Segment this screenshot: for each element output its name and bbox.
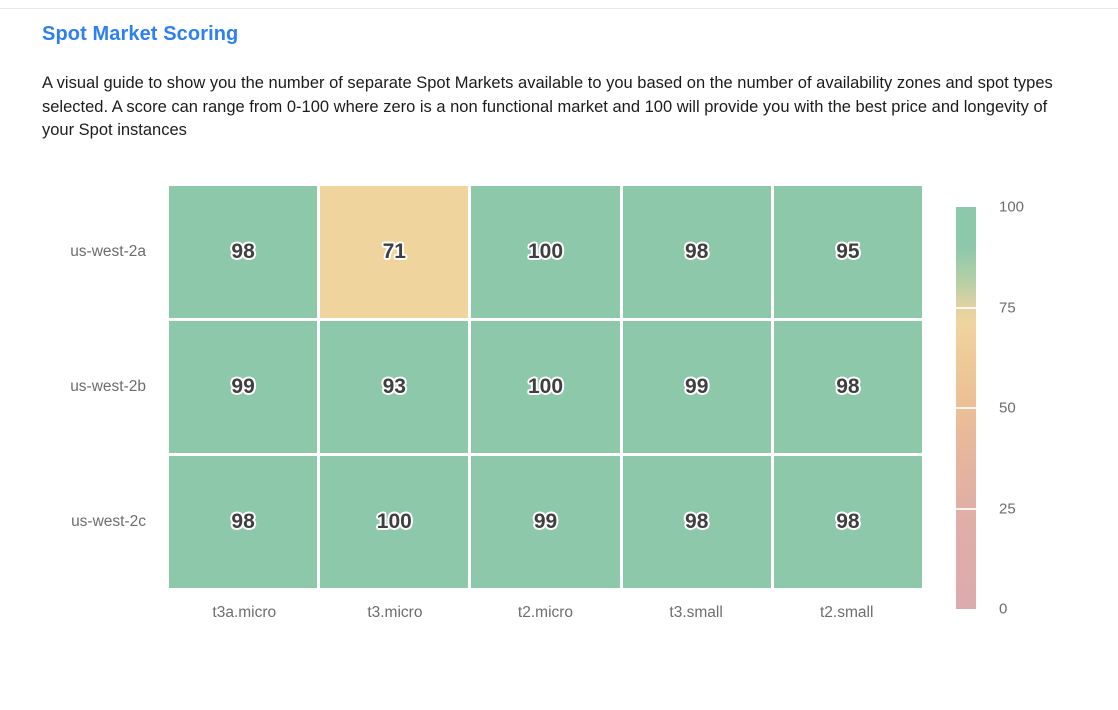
heatmap-cell: 100 [471, 186, 620, 318]
heatmap-cell: 98 [622, 456, 771, 588]
heatmap-cell: 99 [169, 321, 318, 453]
top-divider [0, 8, 1118, 9]
chart-description: A visual guide to show you the number of… [42, 74, 1053, 139]
legend-tick-label: 50 [999, 399, 1016, 417]
y-axis: us-west-2a us-west-2b us-west-2c [0, 186, 169, 588]
heatmap-cell: 99 [471, 456, 620, 588]
heatmap-cell: 98 [169, 186, 318, 318]
heatmap-cell: 93 [320, 321, 469, 453]
heatmap-cell: 98 [622, 186, 771, 318]
heatmap-cell: 71 [320, 186, 469, 318]
legend-tick-label: 100 [999, 198, 1025, 216]
y-axis-label: us-west-2c [71, 513, 146, 530]
heatmap-cell: 95 [773, 186, 922, 318]
x-axis-label: t2.small [819, 604, 874, 621]
x-axis-label: t3a.micro [212, 604, 277, 621]
page-title: Spot Market Scoring [42, 23, 239, 45]
heatmap-cell: 98 [169, 456, 318, 588]
heatmap-grid: 98 71 100 98 95 99 93 100 99 98 98 100 99 98 98 [169, 186, 922, 588]
x-axis-label: t3.micro [367, 604, 423, 621]
heatmap-cell: 98 [773, 321, 922, 453]
y-axis-label: us-west-2b [70, 378, 146, 395]
heatmap-cell: 100 [471, 321, 620, 453]
x-axis-label: t3.small [669, 604, 723, 621]
legend-tick-line [956, 306, 976, 309]
legend-tick-label: 25 [999, 500, 1016, 517]
heatmap-cell: 100 [320, 456, 469, 588]
legend-tick-label: 0 [999, 600, 1008, 618]
heatmap-cell: 99 [622, 321, 771, 453]
legend-tick-labels: 100 75 50 25 0 [999, 199, 1059, 618]
legend-tick-label: 75 [999, 299, 1016, 316]
y-axis-label: us-west-2a [70, 243, 146, 260]
legend-tick-line [956, 407, 976, 409]
heatmap-cell: 98 [773, 456, 922, 588]
x-axis-label: t2.micro [517, 604, 574, 621]
legend-tick-line [956, 507, 976, 510]
legend-gradient-bar [956, 207, 976, 609]
x-axis: t3a.micro t3.micro t2.micro t3.small t2.smal… [169, 604, 922, 622]
